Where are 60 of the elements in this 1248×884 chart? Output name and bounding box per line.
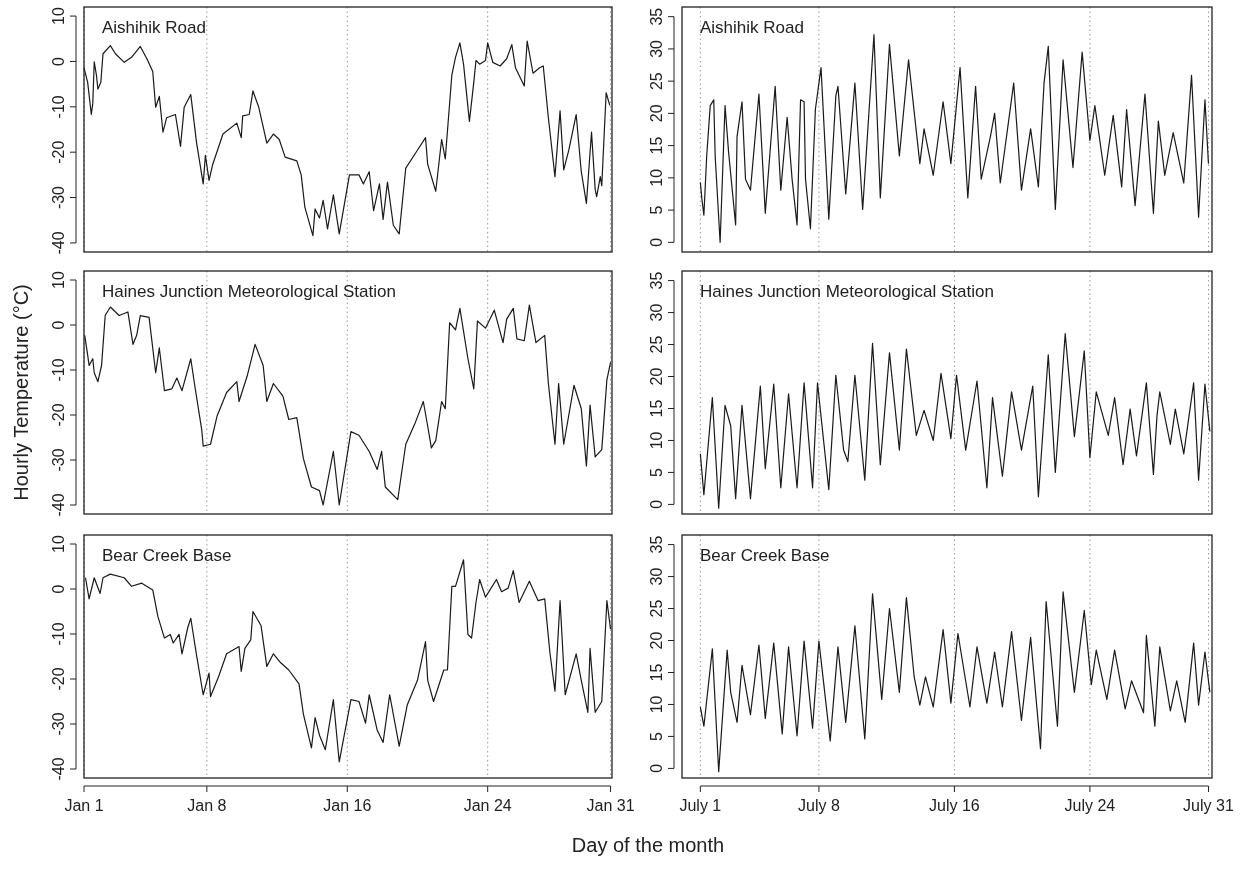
y-tick-label: 25 [648,335,665,354]
y-tick-label: 15 [648,399,665,418]
x-tick-label: July 31 [1183,797,1234,814]
y-axis-title: Hourly Temperature (°C) [10,284,32,501]
y-tick-label: 15 [648,136,665,155]
x-tick-label: Jan 8 [187,797,227,814]
text: Haines Junction Meteorological Station [700,282,994,301]
y-tick-label: -10 [50,95,67,119]
y-tick-label: 0 [648,763,665,773]
y-tick-label: -10 [50,358,67,382]
text: Aishihik Road [700,18,804,37]
x-tick-label: July 8 [798,797,840,814]
y-tick-label: 5 [648,467,665,477]
y-tick-label: 0 [648,237,665,247]
y-tick-label: 30 [648,567,665,586]
text: Bear Creek Base [700,546,830,565]
x-axis-title: Day of the month [571,834,725,856]
y-tick-label: 10 [648,168,665,187]
y-tick-label: -10 [50,622,67,646]
y-tick-label: -40 [50,757,67,781]
y-tick-label: -30 [50,448,67,472]
y-tick-label: 30 [648,303,665,322]
y-tick-label: -40 [50,493,67,517]
y-tick-label: 0 [50,584,67,594]
y-tick-label: 15 [648,663,665,682]
y-tick-label: 25 [648,72,665,91]
y-tick-label: -20 [50,667,67,691]
y-tick-label: 35 [648,271,665,290]
y-tick-label: 0 [50,320,67,330]
x-tick-label: July 24 [1064,797,1116,814]
text: Aishihik Road [102,18,206,37]
y-tick-label: 35 [648,535,665,554]
x-tick-label: Jan 31 [586,797,635,814]
y-tick-label: 0 [50,56,67,66]
y-tick-label: -40 [50,231,67,255]
y-tick-label: -30 [50,185,67,210]
y-tick-label: 10 [50,271,67,289]
x-tick-label: Jan 24 [463,797,512,814]
y-tick-label: 20 [648,631,665,650]
y-tick-label: 25 [648,599,665,618]
x-tick-label: Jan 1 [64,797,104,814]
text: Haines Junction Meteorological Station [102,282,396,301]
y-tick-label: 10 [50,7,67,25]
y-tick-label: 10 [648,695,665,714]
y-tick-label: -20 [50,403,67,427]
text: Bear Creek Base [102,546,232,565]
y-tick-label: 20 [648,367,665,386]
y-tick-label: 20 [648,104,665,123]
y-tick-label: -30 [50,712,67,736]
y-tick-label: -20 [50,140,67,164]
x-tick-label: July 16 [929,797,980,814]
y-tick-label: 30 [648,39,665,58]
y-tick-label: 0 [648,499,665,509]
x-tick-label: July 1 [679,797,722,814]
y-tick-label: 10 [648,431,665,450]
x-tick-label: Jan 16 [323,797,372,814]
y-tick-label: 10 [50,535,67,553]
y-tick-label: 5 [648,205,665,215]
y-tick-label: 35 [648,7,665,26]
y-tick-label: 5 [648,731,665,741]
